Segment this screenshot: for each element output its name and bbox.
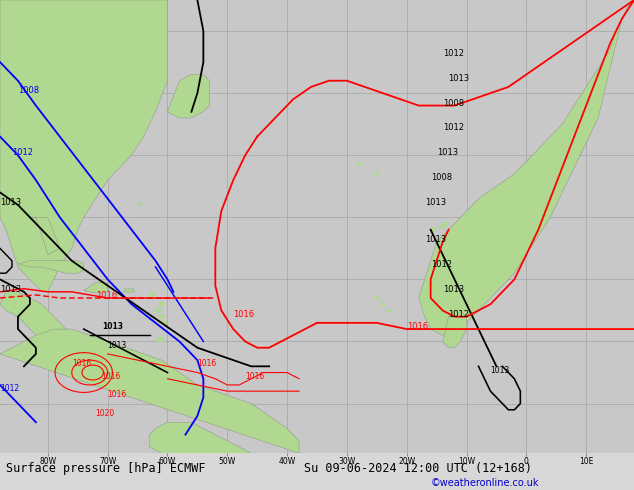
- Polygon shape: [0, 292, 72, 354]
- Text: 1016: 1016: [197, 359, 217, 368]
- Text: 1013: 1013: [108, 341, 127, 350]
- Text: 1016: 1016: [101, 372, 121, 381]
- Polygon shape: [84, 283, 108, 293]
- Polygon shape: [443, 222, 448, 225]
- Text: 1012: 1012: [443, 49, 463, 58]
- Text: 1013: 1013: [101, 322, 123, 331]
- Text: Surface pressure [hPa] ECMWF: Surface pressure [hPa] ECMWF: [6, 463, 206, 475]
- Text: 1013: 1013: [491, 366, 510, 374]
- Text: 1008: 1008: [430, 173, 452, 182]
- Text: 1013: 1013: [425, 235, 446, 244]
- Text: 1013: 1013: [437, 148, 458, 157]
- Text: 1013: 1013: [425, 198, 446, 207]
- Text: 1013: 1013: [0, 285, 21, 294]
- Text: 1012: 1012: [443, 123, 463, 132]
- Polygon shape: [431, 228, 436, 231]
- Polygon shape: [18, 261, 84, 273]
- Polygon shape: [0, 329, 299, 453]
- Polygon shape: [30, 217, 60, 255]
- Polygon shape: [124, 289, 134, 293]
- Polygon shape: [387, 309, 391, 312]
- Polygon shape: [157, 337, 162, 342]
- Text: 1016: 1016: [233, 310, 254, 318]
- Text: 1016: 1016: [407, 322, 428, 331]
- Polygon shape: [159, 315, 164, 318]
- Polygon shape: [0, 0, 167, 292]
- Text: 1016: 1016: [96, 291, 117, 300]
- Text: 1008: 1008: [443, 98, 463, 107]
- Text: 1012: 1012: [449, 310, 470, 318]
- Polygon shape: [150, 293, 155, 297]
- Text: 1013: 1013: [443, 285, 463, 294]
- Text: 1012: 1012: [430, 260, 451, 269]
- Text: 1013: 1013: [0, 198, 21, 207]
- Polygon shape: [443, 311, 467, 348]
- Text: ©weatheronline.co.uk: ©weatheronline.co.uk: [431, 478, 540, 488]
- Polygon shape: [156, 309, 161, 312]
- Polygon shape: [159, 302, 164, 306]
- Polygon shape: [375, 297, 378, 299]
- Polygon shape: [381, 303, 385, 305]
- Text: 1012: 1012: [0, 384, 19, 393]
- Text: 1016: 1016: [245, 372, 264, 381]
- Text: 1016: 1016: [72, 359, 91, 368]
- Text: 1012: 1012: [12, 148, 33, 157]
- Text: 1020: 1020: [96, 409, 115, 418]
- Polygon shape: [162, 321, 167, 325]
- Text: 1016: 1016: [108, 391, 127, 399]
- Polygon shape: [440, 225, 445, 228]
- Text: Su 09-06-2024 12:00 UTC (12+168): Su 09-06-2024 12:00 UTC (12+168): [304, 463, 533, 475]
- Polygon shape: [138, 202, 141, 204]
- Text: 1008: 1008: [18, 86, 39, 95]
- Text: 1013: 1013: [449, 74, 470, 83]
- Polygon shape: [418, 0, 634, 335]
- Polygon shape: [375, 172, 378, 175]
- Polygon shape: [357, 163, 361, 166]
- Polygon shape: [167, 74, 209, 118]
